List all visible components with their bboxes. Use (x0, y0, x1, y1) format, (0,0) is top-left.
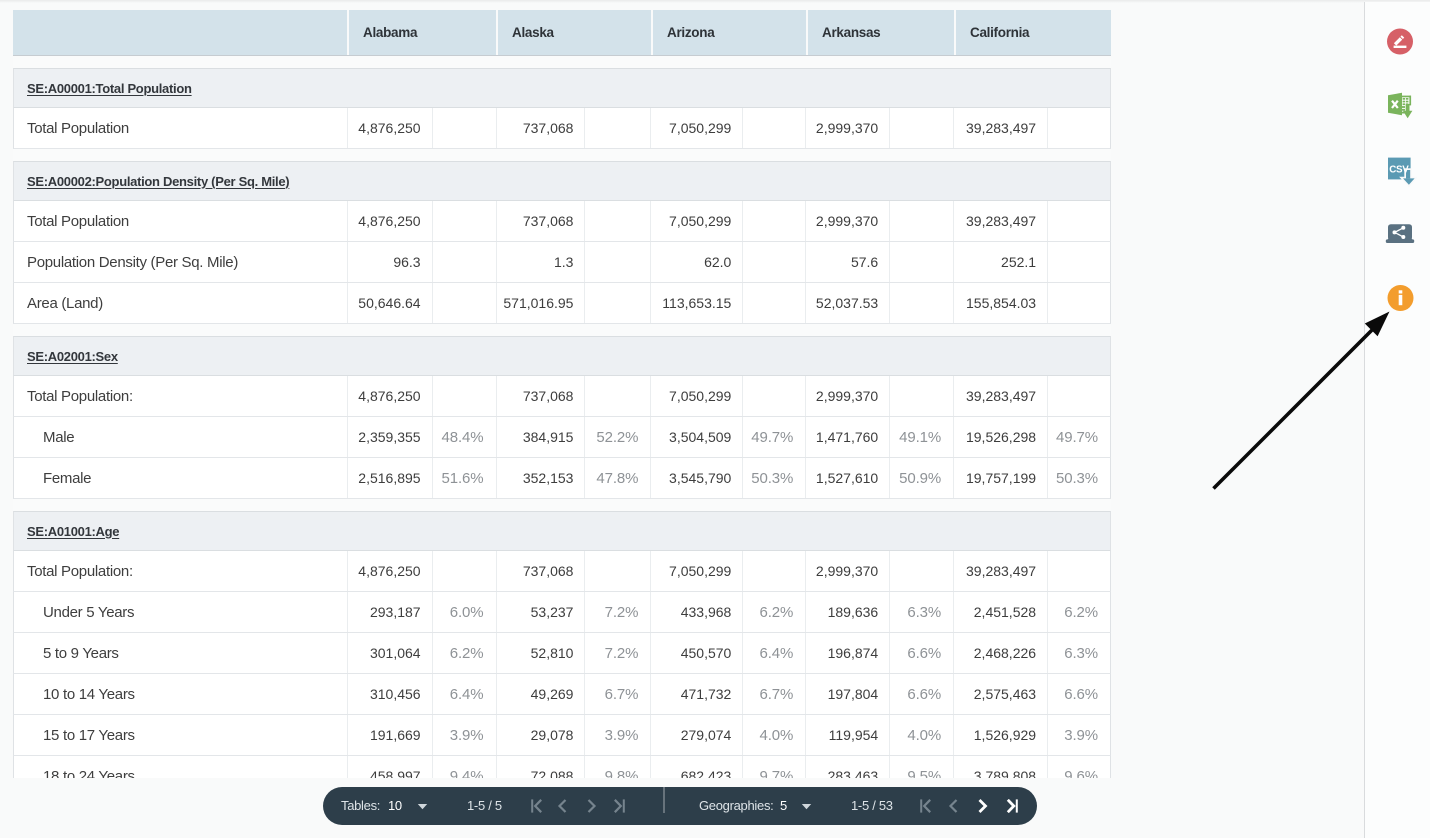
svg-text:CSV: CSV (1389, 164, 1409, 175)
